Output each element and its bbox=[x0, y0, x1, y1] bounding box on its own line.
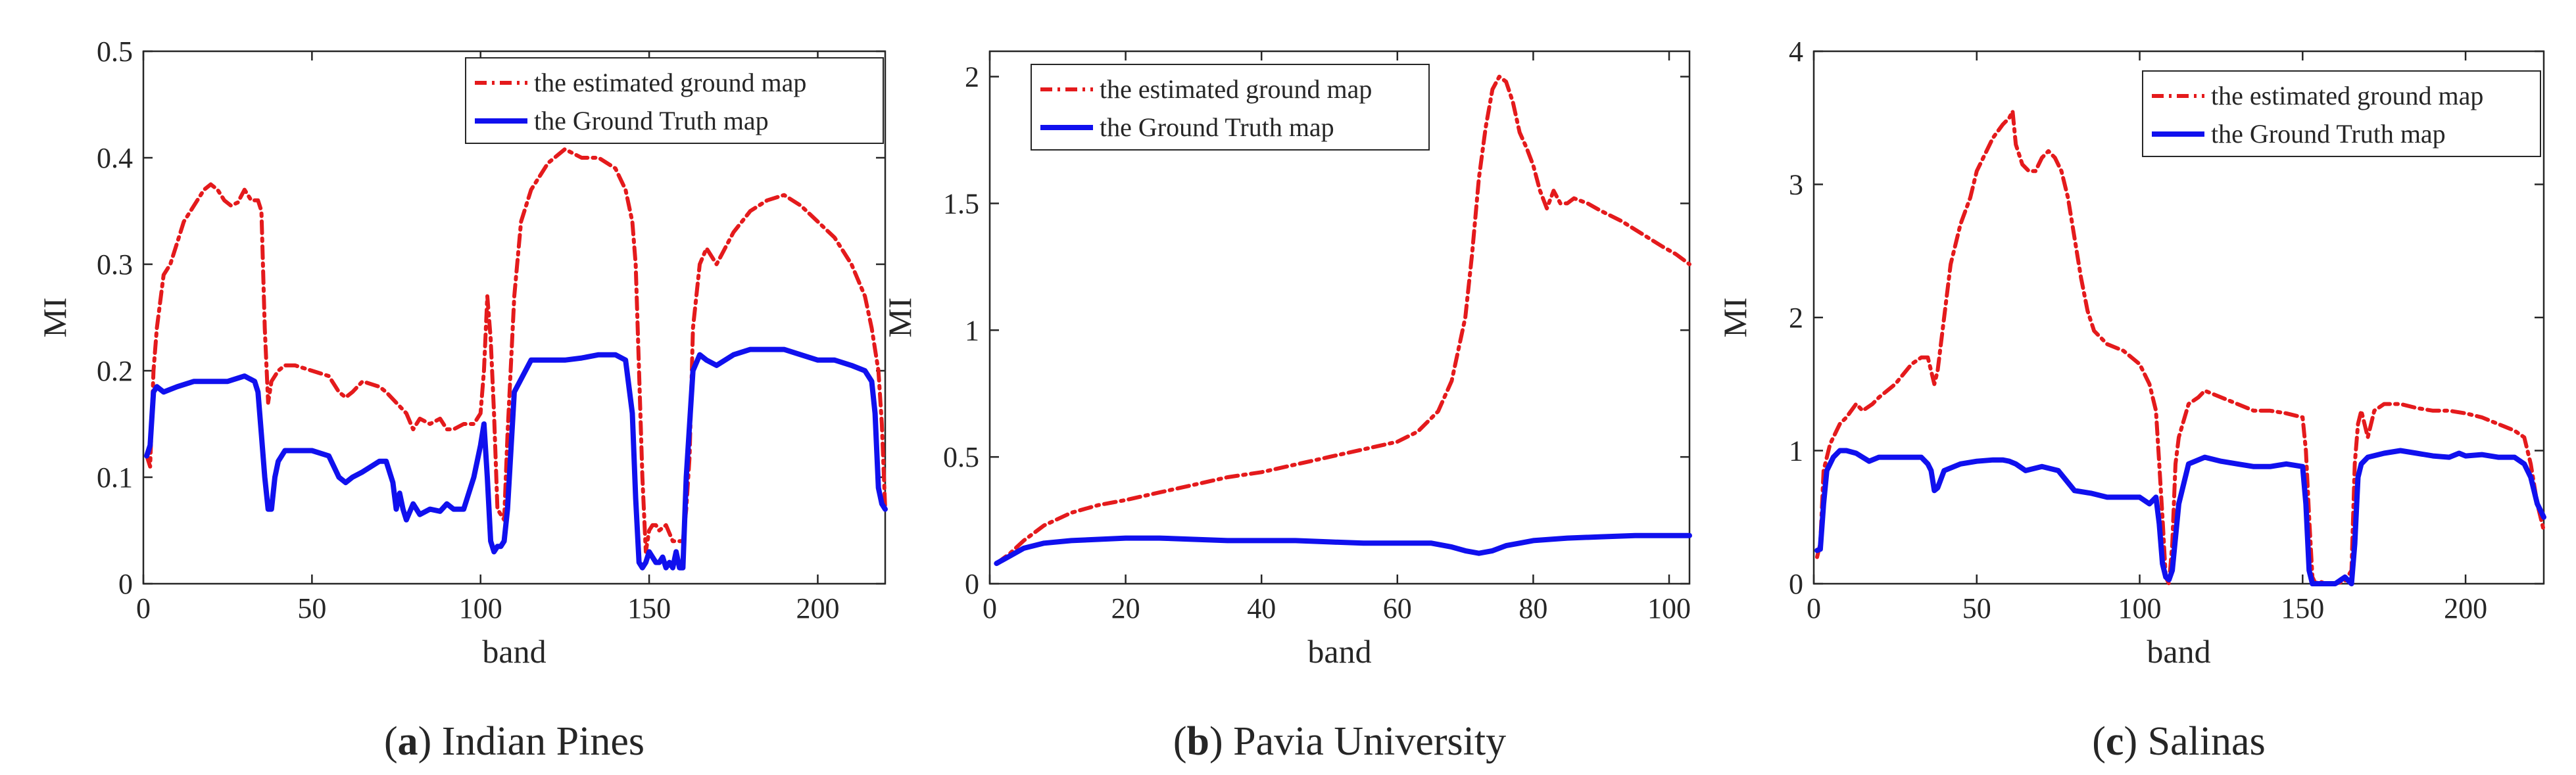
legend-label-ground-truth: the Ground Truth map bbox=[1100, 112, 1334, 142]
x-tick-label: 0 bbox=[1807, 592, 1821, 624]
legend-box bbox=[2142, 70, 2541, 157]
legend: the estimated ground map the Ground Truth… bbox=[465, 57, 884, 144]
y-tick-label: 1 bbox=[1789, 435, 1803, 467]
y-tick-label: 0.2 bbox=[97, 355, 133, 387]
y-tick-label: 0.1 bbox=[97, 461, 133, 494]
caption-text: Salinas bbox=[2148, 719, 2266, 764]
x-tick-label: 100 bbox=[1647, 592, 1691, 624]
y-axis-label: MI bbox=[36, 297, 73, 337]
series-line-estimated bbox=[145, 147, 887, 554]
series-line-ground-truth bbox=[144, 346, 888, 571]
caption-paren: ( bbox=[384, 719, 398, 764]
legend-label-estimated: the estimated ground map bbox=[2211, 81, 2483, 110]
y-tick-label: 0.4 bbox=[97, 142, 133, 174]
panel-indian-pines: 0 50 100 150 200 0 0.1 0.2 0.3 0.4 0.5 band MI the es… bbox=[36, 35, 888, 764]
y-tick-label: 0.3 bbox=[97, 248, 133, 281]
subfigure-caption: (a) Indian Pines bbox=[384, 719, 644, 764]
x-tick-label: 50 bbox=[1962, 592, 1991, 624]
y-tick-label: 1.5 bbox=[943, 187, 979, 220]
x-tick-label: 150 bbox=[2281, 592, 2324, 624]
caption-paren: ( bbox=[1173, 719, 1187, 764]
x-tick-label: 200 bbox=[796, 592, 839, 624]
x-tick-label: 40 bbox=[1247, 592, 1276, 624]
series-line-estimated bbox=[994, 74, 1691, 566]
panel-salinas: 0 50 100 150 200 0 1 2 3 4 band MI the estimated gro… bbox=[1716, 35, 2546, 764]
x-axis-label: band bbox=[1307, 633, 1371, 670]
x-tick-label: 50 bbox=[297, 592, 326, 624]
caption-letter: a bbox=[398, 719, 418, 764]
legend-label-ground-truth: the Ground Truth map bbox=[534, 106, 769, 135]
y-axis-label: MI bbox=[1716, 297, 1753, 337]
legend: the estimated ground map the Ground Truth… bbox=[1031, 64, 1430, 151]
y-tick-label: 4 bbox=[1789, 35, 1803, 68]
y-tick-label: 0.5 bbox=[97, 35, 133, 68]
x-tick-label: 0 bbox=[136, 592, 151, 624]
series-line-estimated bbox=[1815, 109, 2546, 586]
y-tick-label: 0 bbox=[965, 568, 979, 600]
subfigure-caption: (c) Salinas bbox=[2092, 719, 2265, 764]
caption-text: Indian Pines bbox=[442, 719, 644, 764]
x-tick-label: 80 bbox=[1519, 592, 1547, 624]
x-tick-label: 100 bbox=[2118, 592, 2162, 624]
caption-paren: ) bbox=[418, 719, 442, 764]
series-line-ground-truth bbox=[1814, 448, 2546, 586]
legend: the estimated ground map the Ground Truth… bbox=[2142, 70, 2541, 157]
subfigure-caption: (b) Pavia University bbox=[1173, 719, 1506, 764]
y-tick-label: 0 bbox=[118, 568, 133, 600]
x-tick-label: 200 bbox=[2444, 592, 2487, 624]
x-tick-label: 60 bbox=[1383, 592, 1412, 624]
x-axis-label: band bbox=[2147, 633, 2210, 670]
legend-box bbox=[1031, 64, 1430, 151]
y-tick-label: 3 bbox=[1789, 169, 1803, 201]
y-axis-label: MI bbox=[881, 297, 918, 337]
legend-label-estimated: the estimated ground map bbox=[1100, 74, 1372, 104]
x-tick-label: 100 bbox=[459, 592, 502, 624]
y-tick-label: 0.5 bbox=[943, 441, 979, 473]
y-tick-label: 2 bbox=[1789, 302, 1803, 334]
x-axis-label: band bbox=[482, 633, 546, 670]
panel-pavia-university: 0 20 40 60 80 100 0 0.5 1 1.5 2 band MI the estimated… bbox=[881, 50, 1692, 764]
legend-box bbox=[465, 57, 884, 144]
y-tick-label: 1 bbox=[965, 314, 979, 346]
caption-paren: ( bbox=[2092, 719, 2106, 764]
caption-letter: c bbox=[2106, 719, 2124, 764]
caption-paren: ) bbox=[2124, 719, 2147, 764]
x-tick-label: 20 bbox=[1111, 592, 1140, 624]
legend-label-estimated: the estimated ground map bbox=[534, 68, 806, 97]
caption-text: Pavia University bbox=[1233, 719, 1506, 764]
caption-letter: b bbox=[1187, 719, 1209, 764]
x-tick-label: 0 bbox=[983, 592, 997, 624]
x-tick-label: 150 bbox=[627, 592, 671, 624]
series-line-ground-truth bbox=[994, 532, 1692, 567]
y-tick-label: 2 bbox=[965, 61, 979, 93]
y-tick-label: 0 bbox=[1789, 568, 1803, 600]
caption-paren: ) bbox=[1209, 719, 1233, 764]
legend-label-ground-truth: the Ground Truth map bbox=[2211, 119, 2446, 149]
